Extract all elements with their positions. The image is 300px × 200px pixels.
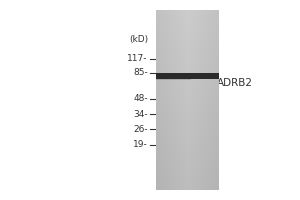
Text: HeLa: HeLa (170, 17, 196, 27)
Text: 19-: 19- (133, 140, 148, 149)
Text: 48-: 48- (133, 94, 148, 103)
FancyBboxPatch shape (156, 78, 191, 80)
Text: 117-: 117- (128, 54, 148, 63)
Text: 26-: 26- (133, 125, 148, 134)
Text: 34-: 34- (133, 110, 148, 119)
Text: ADRB2: ADRB2 (217, 78, 253, 88)
Text: 85-: 85- (133, 68, 148, 77)
Text: (kD): (kD) (129, 35, 148, 44)
Bar (156, 73, 219, 79)
